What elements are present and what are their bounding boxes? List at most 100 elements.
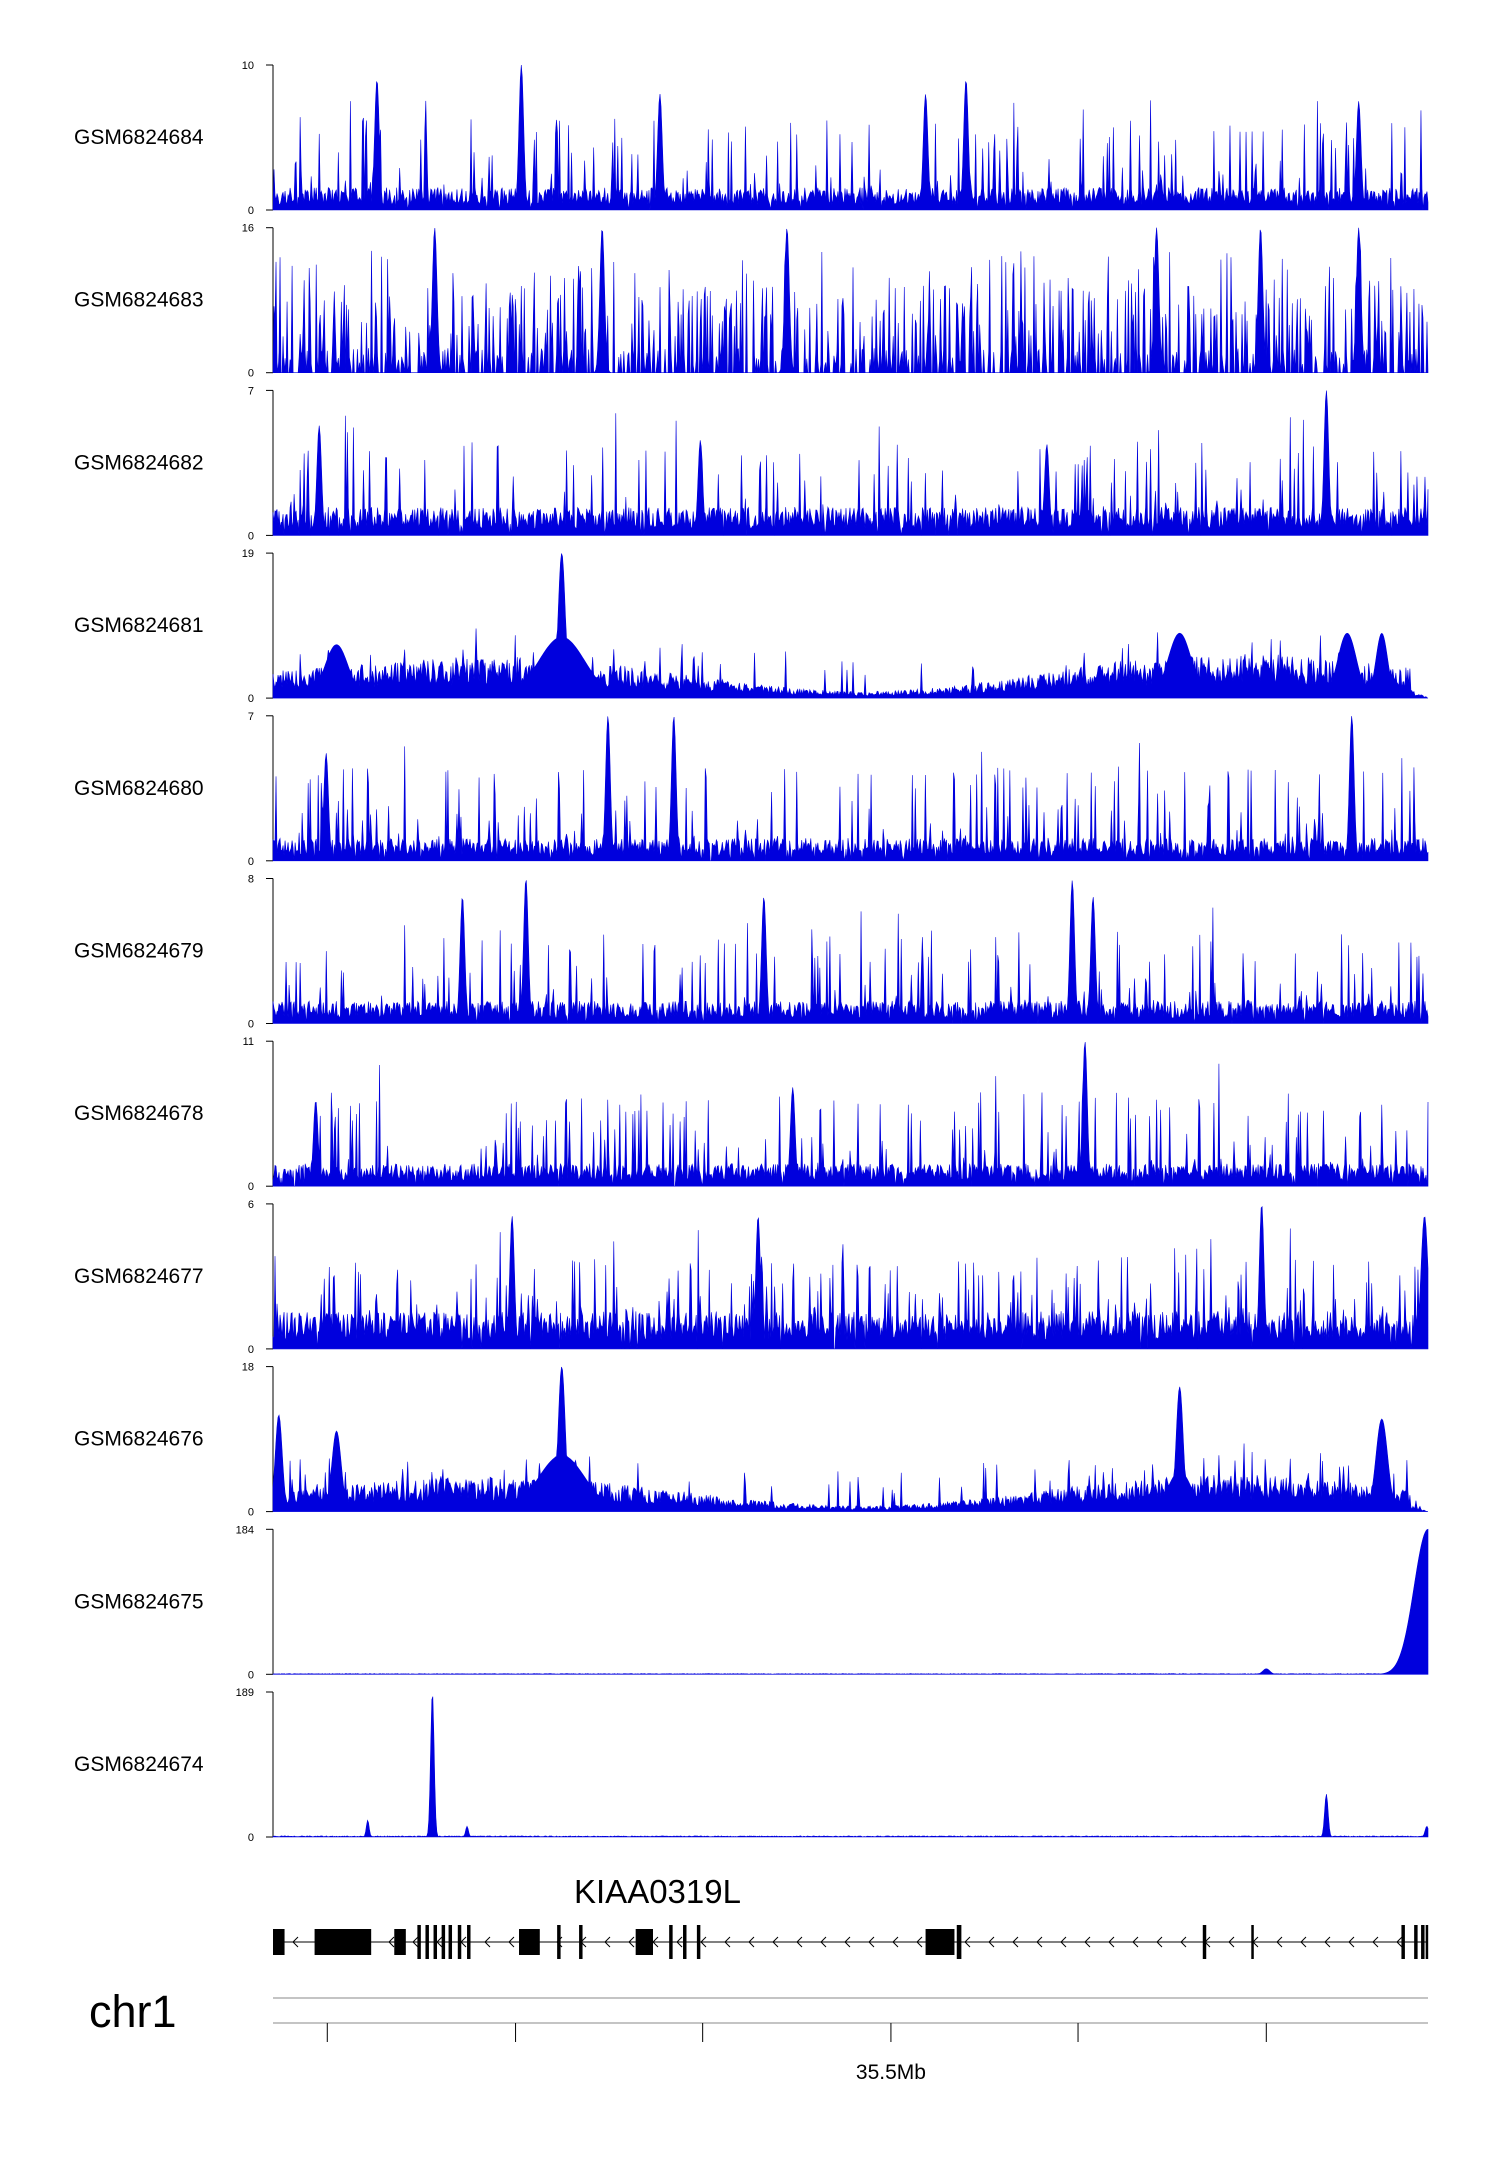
coverage-area bbox=[272, 716, 1429, 862]
strand-arrow-icon bbox=[820, 1936, 827, 1948]
track-GSM6824680: GSM6824680 7 0 bbox=[74, 711, 1429, 868]
strand-arrow-icon bbox=[748, 1936, 755, 1948]
strand-arrow-icon bbox=[796, 1936, 803, 1948]
y-tick-label-zero: 0 bbox=[248, 530, 254, 542]
strand-arrow-icon bbox=[1372, 1936, 1379, 1948]
coverage-area bbox=[272, 553, 1429, 699]
gene-label: KIAA0319L bbox=[574, 1873, 741, 1910]
strand-arrow-icon bbox=[1060, 1936, 1067, 1948]
coverage-area bbox=[272, 64, 1429, 211]
track-name-label: GSM6824684 bbox=[74, 126, 204, 149]
strand-arrow-icon bbox=[1012, 1936, 1019, 1948]
coverage-area bbox=[272, 1366, 1429, 1512]
y-tick-label-max: 8 bbox=[248, 874, 254, 886]
y-tick-label-max: 11 bbox=[243, 1036, 254, 1048]
y-tick-label-zero: 0 bbox=[248, 1832, 254, 1844]
strand-arrow-icon bbox=[1036, 1936, 1043, 1948]
track-name-label: GSM6824681 bbox=[74, 614, 204, 637]
gene-exon bbox=[683, 1925, 687, 1959]
strand-arrow-icon bbox=[676, 1936, 683, 1948]
track-GSM6824678: GSM6824678 11 0 bbox=[74, 1036, 1429, 1193]
y-tick-label-zero: 0 bbox=[248, 693, 254, 705]
coverage-area bbox=[272, 1042, 1429, 1187]
gene-exon bbox=[1401, 1925, 1405, 1959]
gene-annotation-track: KIAA0319L bbox=[273, 1873, 1429, 1959]
track-name-label: GSM6824675 bbox=[74, 1590, 204, 1613]
gene-exon bbox=[956, 1925, 962, 1959]
strand-arrow-icon bbox=[916, 1936, 923, 1948]
strand-arrow-icon bbox=[292, 1936, 299, 1948]
strand-arrow-icon bbox=[844, 1936, 851, 1948]
gene-exon bbox=[557, 1925, 561, 1959]
strand-arrow-icon bbox=[1276, 1936, 1283, 1948]
track-name-label: GSM6824679 bbox=[74, 940, 204, 963]
y-tick-label-max: 7 bbox=[248, 711, 254, 723]
coverage-area bbox=[272, 880, 1429, 1024]
gene-exon bbox=[394, 1929, 406, 1955]
strand-arrow-icon bbox=[1108, 1936, 1115, 1948]
gene-exon bbox=[635, 1929, 653, 1955]
track-name-label: GSM6824677 bbox=[74, 1265, 204, 1288]
track-GSM6824683: GSM6824683 16 0 bbox=[74, 223, 1429, 380]
y-tick-label-zero: 0 bbox=[248, 856, 254, 868]
strand-arrow-icon bbox=[484, 1936, 491, 1948]
strand-arrow-icon bbox=[652, 1936, 659, 1948]
strand-arrow-icon bbox=[1300, 1936, 1307, 1948]
coverage-area bbox=[272, 1205, 1429, 1350]
track-name-label: GSM6824682 bbox=[74, 451, 204, 474]
track-GSM6824674: GSM6824674 189 0 bbox=[74, 1687, 1429, 1844]
gene-exon bbox=[669, 1925, 673, 1959]
y-tick-label-max: 7 bbox=[248, 385, 254, 397]
track-name-label: GSM6824680 bbox=[74, 777, 204, 800]
strand-arrow-icon bbox=[412, 1936, 419, 1948]
y-tick-label-zero: 0 bbox=[248, 1669, 254, 1681]
track-GSM6824679: GSM6824679 8 0 bbox=[74, 874, 1429, 1031]
y-tick-label-zero: 0 bbox=[248, 1019, 254, 1031]
strand-arrow-icon bbox=[1396, 1936, 1403, 1948]
gene-exon bbox=[425, 1925, 429, 1959]
y-tick-label-zero: 0 bbox=[248, 1507, 254, 1519]
gene-exon bbox=[1202, 1925, 1207, 1959]
strand-arrow-icon bbox=[1324, 1936, 1331, 1948]
strand-arrow-icon bbox=[772, 1936, 779, 1948]
y-tick-label-max: 19 bbox=[242, 548, 254, 560]
coverage-area bbox=[272, 390, 1429, 536]
gene-exon bbox=[273, 1929, 285, 1955]
coverage-area bbox=[272, 1696, 1429, 1838]
track-name-label: GSM6824678 bbox=[74, 1102, 204, 1125]
track-name-label: GSM6824683 bbox=[74, 289, 204, 312]
y-tick-label-zero: 0 bbox=[248, 368, 254, 380]
gene-exon bbox=[433, 1925, 438, 1959]
strand-arrow-icon bbox=[388, 1936, 395, 1948]
y-tick-label-max: 184 bbox=[236, 1524, 254, 1536]
strand-arrow-icon bbox=[1348, 1936, 1355, 1948]
genomic-axis-tick-label: 35.5Mb bbox=[856, 2061, 926, 2084]
track-GSM6824675: GSM6824675 184 0 bbox=[74, 1524, 1429, 1681]
strand-arrow-icon bbox=[1156, 1936, 1163, 1948]
gene-exon bbox=[467, 1925, 471, 1959]
strand-arrow-icon bbox=[724, 1936, 731, 1948]
track-GSM6824676: GSM6824676 18 0 bbox=[74, 1362, 1429, 1519]
gene-exon bbox=[1251, 1925, 1254, 1959]
gene-exon bbox=[457, 1925, 462, 1959]
gene-exon bbox=[696, 1925, 701, 1959]
y-tick-label-max: 189 bbox=[236, 1687, 254, 1699]
strand-arrow-icon bbox=[628, 1936, 635, 1948]
strand-arrow-icon bbox=[892, 1936, 899, 1948]
gene-exon bbox=[314, 1929, 372, 1955]
chromosome-label: chr1 bbox=[89, 1986, 177, 2037]
gene-exon bbox=[1425, 1925, 1429, 1959]
y-tick-label-zero: 0 bbox=[248, 1344, 254, 1356]
gene-exon bbox=[1414, 1925, 1418, 1959]
track-name-label: GSM6824674 bbox=[74, 1753, 204, 1776]
gene-exon bbox=[925, 1929, 955, 1955]
y-tick-label-max: 10 bbox=[242, 60, 254, 72]
strand-arrow-icon bbox=[1132, 1936, 1139, 1948]
coverage-tracks: GSM6824684100GSM6824683160GSM682468270GS… bbox=[74, 60, 1429, 1844]
gene-exon bbox=[441, 1925, 446, 1959]
strand-arrow-icon bbox=[1180, 1936, 1187, 1948]
track-GSM6824681: GSM6824681 19 0 bbox=[74, 548, 1429, 705]
y-tick-label-max: 6 bbox=[248, 1199, 254, 1211]
track-GSM6824682: GSM6824682 7 0 bbox=[74, 385, 1429, 542]
